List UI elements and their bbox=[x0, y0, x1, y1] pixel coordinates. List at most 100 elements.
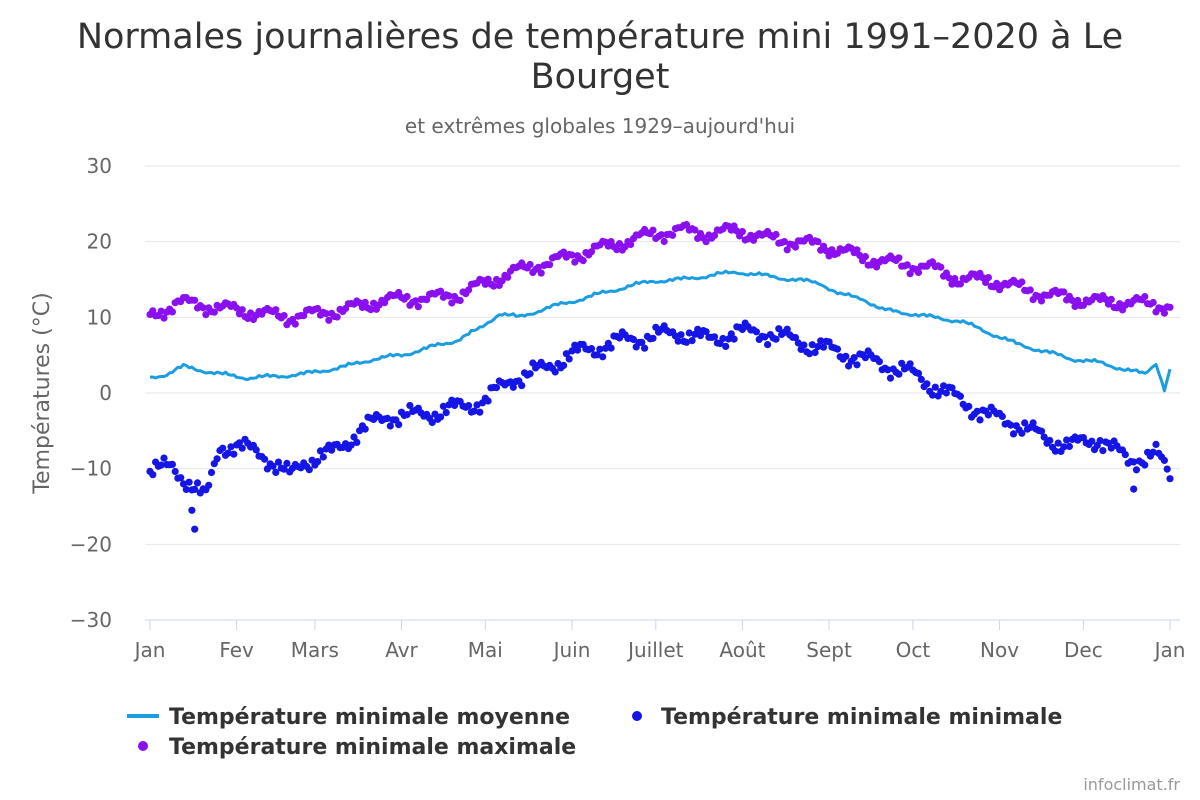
legend-item-maximale[interactable]: Température minimale maximale bbox=[138, 735, 576, 760]
data-point[interactable] bbox=[314, 304, 322, 313]
data-point[interactable] bbox=[1021, 419, 1029, 427]
data-point[interactable] bbox=[791, 334, 800, 342]
data-point[interactable] bbox=[710, 231, 719, 240]
data-point[interactable] bbox=[414, 303, 422, 311]
data-point[interactable] bbox=[956, 280, 965, 288]
data-point[interactable] bbox=[473, 401, 481, 409]
data-point[interactable] bbox=[383, 414, 392, 422]
data-point[interactable] bbox=[179, 480, 188, 488]
data-point[interactable] bbox=[951, 275, 959, 283]
data-point[interactable] bbox=[168, 308, 176, 316]
data-point[interactable] bbox=[492, 275, 501, 284]
data-point[interactable] bbox=[682, 221, 691, 229]
data-point[interactable] bbox=[526, 260, 534, 269]
data-point[interactable] bbox=[191, 485, 199, 493]
data-point[interactable] bbox=[738, 228, 747, 236]
data-point[interactable] bbox=[694, 325, 702, 333]
data-point[interactable] bbox=[674, 337, 682, 345]
data-point[interactable] bbox=[861, 253, 870, 261]
data-point[interactable] bbox=[615, 240, 624, 248]
data-point[interactable] bbox=[596, 345, 604, 353]
data-point[interactable] bbox=[984, 274, 993, 282]
data-point[interactable] bbox=[560, 361, 568, 369]
data-point[interactable] bbox=[1051, 447, 1059, 455]
series-line-moyenne[interactable] bbox=[149, 269, 1172, 393]
legend-item-minimale[interactable]: Température minimale minimale bbox=[632, 705, 1062, 730]
data-point[interactable] bbox=[917, 375, 925, 383]
data-point[interactable] bbox=[948, 384, 956, 392]
data-point[interactable] bbox=[984, 411, 993, 419]
data-point[interactable] bbox=[923, 380, 931, 388]
data-point[interactable] bbox=[168, 460, 176, 468]
data-point[interactable] bbox=[965, 402, 973, 410]
data-point[interactable] bbox=[490, 282, 498, 290]
data-point[interactable] bbox=[437, 287, 445, 295]
data-point[interactable] bbox=[1007, 421, 1015, 429]
data-point[interactable] bbox=[1018, 278, 1026, 286]
data-point[interactable] bbox=[791, 243, 800, 251]
data-point[interactable] bbox=[411, 297, 420, 305]
data-point[interactable] bbox=[205, 481, 213, 489]
data-point[interactable] bbox=[764, 341, 772, 349]
data-point[interactable] bbox=[316, 447, 325, 455]
data-point[interactable] bbox=[853, 361, 861, 369]
data-point[interactable] bbox=[886, 374, 895, 382]
data-point[interactable] bbox=[160, 454, 168, 462]
data-point[interactable] bbox=[783, 325, 791, 333]
data-point[interactable] bbox=[579, 257, 587, 265]
legend-item-moyenne[interactable]: Température minimale moyenne bbox=[127, 705, 570, 730]
data-point[interactable] bbox=[794, 339, 802, 347]
data-point[interactable] bbox=[370, 299, 378, 307]
data-point[interactable] bbox=[224, 449, 232, 457]
data-point[interactable] bbox=[476, 408, 484, 416]
data-point[interactable] bbox=[314, 458, 322, 466]
data-point[interactable] bbox=[247, 309, 255, 317]
data-point[interactable] bbox=[819, 343, 828, 351]
data-point[interactable] bbox=[1149, 298, 1157, 307]
data-point[interactable] bbox=[814, 238, 822, 246]
data-point[interactable] bbox=[233, 304, 241, 312]
data-point[interactable] bbox=[775, 325, 783, 333]
data-point[interactable] bbox=[861, 354, 870, 362]
data-point[interactable] bbox=[518, 382, 526, 390]
data-point[interactable] bbox=[191, 296, 199, 304]
data-point[interactable] bbox=[428, 418, 436, 427]
data-point[interactable] bbox=[283, 459, 291, 467]
data-point[interactable] bbox=[1009, 430, 1018, 438]
data-point[interactable] bbox=[509, 383, 517, 391]
data-point[interactable] bbox=[593, 351, 601, 359]
data-point[interactable] bbox=[244, 314, 252, 323]
data-point[interactable] bbox=[565, 355, 573, 363]
data-point[interactable] bbox=[1163, 465, 1171, 473]
data-point[interactable] bbox=[484, 397, 492, 405]
data-point[interactable] bbox=[906, 360, 914, 368]
data-point[interactable] bbox=[607, 344, 615, 352]
data-point[interactable] bbox=[811, 348, 819, 357]
data-point[interactable] bbox=[945, 274, 953, 282]
data-point[interactable] bbox=[367, 306, 375, 314]
data-point[interactable] bbox=[361, 425, 369, 433]
data-point[interactable] bbox=[319, 453, 327, 461]
data-point[interactable] bbox=[629, 335, 638, 344]
data-point[interactable] bbox=[157, 461, 165, 469]
data-point[interactable] bbox=[403, 411, 411, 419]
data-point[interactable] bbox=[280, 312, 288, 320]
data-point[interactable] bbox=[445, 292, 453, 300]
data-point[interactable] bbox=[730, 335, 738, 343]
data-point[interactable] bbox=[825, 338, 833, 346]
data-point-outlier[interactable] bbox=[188, 506, 196, 514]
data-point[interactable] bbox=[657, 231, 666, 239]
data-point[interactable] bbox=[534, 263, 543, 271]
credit-link[interactable]: infoclimat.fr bbox=[1083, 775, 1180, 794]
data-point[interactable] bbox=[682, 338, 691, 346]
data-point[interactable] bbox=[772, 230, 780, 239]
data-point[interactable] bbox=[669, 231, 677, 239]
data-point[interactable] bbox=[526, 370, 534, 378]
data-point[interactable] bbox=[1130, 458, 1138, 466]
data-point[interactable] bbox=[914, 268, 923, 276]
data-point[interactable] bbox=[627, 240, 635, 249]
data-point[interactable] bbox=[761, 333, 769, 341]
data-point[interactable] bbox=[193, 479, 202, 487]
data-point[interactable] bbox=[395, 421, 403, 429]
data-point[interactable] bbox=[261, 455, 269, 463]
